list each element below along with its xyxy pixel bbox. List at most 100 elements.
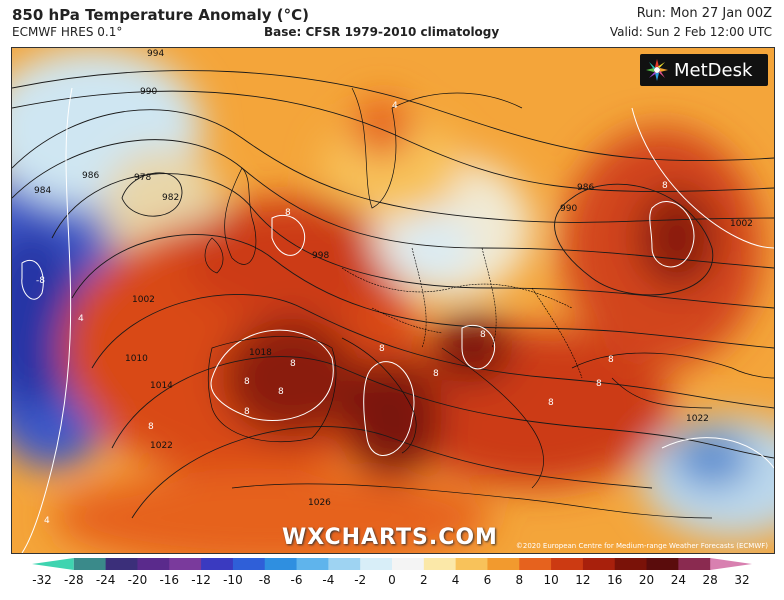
anomaly-label: 8 — [244, 377, 250, 387]
color-scale-segment — [296, 558, 329, 570]
isobar-label: 998 — [312, 251, 329, 261]
isobar-label: 1010 — [125, 354, 148, 364]
color-scale-segment — [105, 558, 138, 570]
color-scale-tick-label: -16 — [159, 573, 180, 587]
anomaly-label: 8 — [290, 359, 296, 369]
anomaly-map: 994 990 986 978 982 984 998 1002 1010 10… — [11, 47, 775, 554]
metdesk-logo: MetDesk — [640, 54, 768, 86]
color-scale-segment — [646, 558, 679, 570]
color-scale-tick-label: 10 — [543, 573, 559, 587]
color-scale-segment — [519, 558, 552, 570]
anomaly-label: 8 — [278, 387, 284, 397]
isobar-label: 1018 — [249, 348, 272, 358]
color-scale-tick-label: -8 — [258, 573, 271, 587]
color-scale-tick-label: 2 — [419, 573, 428, 587]
color-scale-tick-label: -12 — [191, 573, 211, 587]
color-scale-segment — [73, 558, 107, 570]
color-scale-segment — [614, 558, 648, 570]
color-scale-tick-label: -2 — [354, 573, 367, 587]
color-scale-segment — [423, 558, 457, 570]
color-scale-segments — [32, 558, 752, 570]
anomaly-contours — [21, 87, 774, 553]
isobar-label: 1022 — [150, 441, 173, 451]
isobar-label: 1002 — [132, 295, 155, 305]
anomaly-field — [12, 48, 774, 553]
color-scale-tick-label: -10 — [223, 573, 243, 587]
color-scale-segment — [201, 558, 234, 570]
chart-title: 850 hPa Temperature Anomaly (°C) — [12, 6, 309, 24]
isobar-label: 994 — [147, 49, 164, 59]
isobar-label-layer: 994 990 986 978 982 984 998 1002 1010 10… — [34, 49, 753, 508]
climatology-base-label: Base: CFSR 1979-2010 climatology — [264, 25, 500, 39]
color-scale-segment — [678, 558, 711, 570]
color-scale-segment — [264, 558, 298, 570]
color-scale-tick-label: 28 — [702, 573, 718, 587]
color-scale-tick-label: 16 — [607, 573, 623, 587]
ecmwf-credit: ©2020 European Centre for Medium-range W… — [515, 542, 768, 550]
anomaly-label: 8 — [433, 369, 439, 379]
model-label: ECMWF HRES 0.1° — [12, 25, 123, 39]
valid-time-label: Valid: Sun 2 Feb 12:00 UTC — [609, 25, 772, 39]
anomaly-label-layer: 8 8 8 8 8 8 8 8 8 8 8 -8 4 4 8 4 8 — [36, 101, 668, 526]
anomaly-label: 8 — [548, 398, 554, 408]
color-scale-tick-label: -4 — [322, 573, 335, 587]
color-scale-tick-label: -24 — [95, 573, 116, 587]
isobar-label: 990 — [140, 87, 157, 97]
isobar-label: 1014 — [150, 381, 173, 391]
isobar-label: 990 — [560, 204, 577, 214]
map-canvas: 994 990 986 978 982 984 998 1002 1010 10… — [12, 48, 774, 553]
color-scale-tick-label: -32 — [32, 573, 52, 587]
coastlines — [204, 87, 774, 519]
color-scale-segment — [360, 558, 393, 570]
color-scale-segment — [232, 558, 266, 570]
isobar-label: 984 — [34, 186, 51, 196]
color-scale-bar — [32, 558, 752, 570]
anomaly-label: -8 — [36, 276, 45, 286]
country-borders — [341, 247, 583, 379]
isobar-label: 986 — [82, 171, 99, 181]
color-scale-tick-label: -6 — [290, 573, 303, 587]
wxcharts-watermark: WXCHARTS.COM — [282, 525, 498, 550]
color-scale: -32 -28 -24 -20 -16 -12 -10 -8 -6 -4 -2 0 2 4 6 8 10 12 16… — [24, 558, 760, 598]
anomaly-label: 8 — [244, 407, 250, 417]
metdesk-logo-icon — [646, 59, 668, 81]
color-scale-tick-label: 0 — [388, 573, 396, 587]
color-scale-tick-label: 20 — [638, 573, 655, 587]
color-scale-tick-label: 4 — [451, 573, 460, 587]
anomaly-label: 8 — [480, 330, 486, 340]
isobar-label: 1022 — [686, 414, 709, 424]
metdesk-logo-text: MetDesk — [674, 59, 753, 81]
isobar-label: 982 — [162, 193, 179, 203]
color-scale-segment — [710, 558, 752, 570]
color-scale-segment — [137, 558, 170, 570]
color-scale-segment — [487, 558, 520, 570]
anomaly-label: 4 — [78, 314, 84, 324]
color-scale-tick-label: 6 — [483, 573, 492, 587]
anomaly-label: 4 — [44, 516, 50, 526]
color-scale-segment — [582, 558, 616, 570]
color-scale-ticks: -32 -28 -24 -20 -16 -12 -10 -8 -6 -4 -2 0 2 4 6 8 10 12 16… — [32, 573, 752, 589]
anomaly-label: 4 — [392, 101, 398, 111]
color-scale-segment — [392, 558, 425, 570]
color-scale-segment — [32, 558, 74, 570]
anomaly-label: 8 — [285, 208, 291, 218]
color-scale-segment — [328, 558, 361, 570]
anomaly-label: 8 — [379, 344, 385, 354]
color-scale-segment — [169, 558, 202, 570]
anomaly-label: 8 — [596, 379, 602, 389]
isobar-lines — [12, 70, 774, 519]
color-scale-segment — [455, 558, 488, 570]
isobar-label: 978 — [134, 173, 151, 183]
color-scale-tick-label: 32 — [734, 573, 750, 587]
color-scale-tick-label: 12 — [575, 573, 591, 587]
anomaly-label: 8 — [662, 181, 668, 191]
chart-header: 850 hPa Temperature Anomaly (°C) ECMWF H… — [0, 0, 784, 46]
color-scale-segment — [551, 558, 584, 570]
isobar-label: 1002 — [730, 219, 753, 229]
color-scale-tick-label: 24 — [670, 573, 686, 587]
isobar-label: 986 — [577, 183, 594, 193]
isobar-label: 1026 — [308, 498, 331, 508]
color-scale-tick-label: 8 — [515, 573, 524, 587]
run-time-label: Run: Mon 27 Jan 00Z — [636, 6, 772, 21]
color-scale-tick-label: -28 — [64, 573, 84, 587]
